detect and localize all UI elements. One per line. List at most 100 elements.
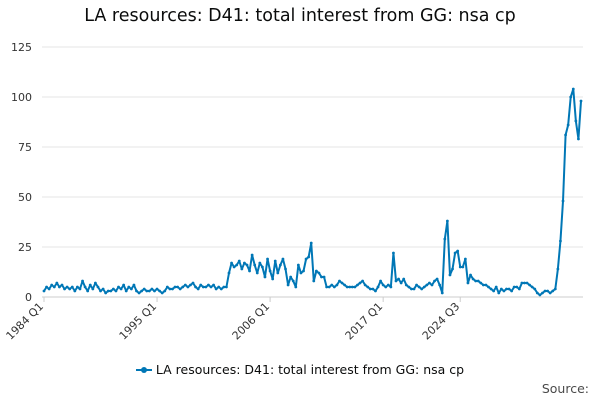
data-point [402,277,406,281]
data-point [122,283,126,287]
data-point [494,285,498,289]
data-point [127,285,131,289]
data-point [189,283,192,287]
data-point [525,281,529,285]
data-point [93,281,97,285]
series-line [43,88,582,296]
data-point [47,287,51,291]
data-point [469,273,472,277]
data-point [253,263,257,267]
data-point [76,285,79,289]
data-point [214,287,218,291]
y-tick-label: 0 [25,291,32,304]
data-point [564,133,567,137]
data-point [171,287,174,291]
data-point [153,289,156,293]
y-tick-label: 100 [11,91,32,104]
data-point [492,289,496,293]
data-point [577,137,580,141]
data-point [507,287,511,291]
data-point [374,289,377,293]
data-point [99,289,102,293]
data-point [528,283,532,287]
data-point [91,287,95,291]
data-point [104,291,108,295]
data-point [250,253,254,257]
data-point [474,279,478,283]
data-point [512,285,516,289]
data-point [435,277,439,281]
data-point [271,277,275,281]
data-point [286,283,290,287]
data-point [142,287,146,291]
data-point [147,289,151,293]
data-point [458,265,462,269]
data-point [559,239,562,243]
y-tick-label: 125 [11,41,32,54]
data-point [350,285,354,289]
data-point [332,285,336,289]
data-point [163,289,167,293]
data-point [58,285,61,289]
data-point [178,287,182,291]
data-point [397,277,400,281]
data-point [158,289,162,293]
data-point [543,289,547,293]
data-point [523,281,526,285]
data-point [453,251,457,255]
data-point [340,281,344,285]
data-point [145,289,149,293]
data-point [129,287,133,291]
data-point [361,279,364,283]
data-point [307,255,311,259]
data-point [456,249,460,253]
data-point [417,285,421,289]
gridlines [42,46,583,298]
data-point [266,257,269,261]
data-point [510,289,514,293]
y-axis: 0 25 50 75 100 125 [11,41,32,304]
data-point [407,285,411,289]
data-point [348,285,352,289]
x-tick-label: 1995 Q1 [117,300,160,343]
data-point [245,263,249,267]
data-point [330,283,334,287]
data-point [541,291,544,295]
data-point [117,285,120,289]
source-label[interactable]: Source: [541,381,589,396]
data-point [366,285,370,289]
data-point [445,219,449,223]
data-point [204,285,208,289]
data-point [320,275,323,279]
data-point [78,287,82,291]
data-point [484,283,488,287]
data-point [505,287,508,291]
legend[interactable]: LA resources: D41: total interest from G… [0,362,600,377]
data-point [199,283,203,287]
data-point [263,275,267,279]
data-point [248,269,251,273]
data-point [463,257,467,261]
data-point [268,269,272,273]
data-point [86,289,90,293]
data-point [384,285,388,289]
x-tick-label: 2024 Q3 [420,300,463,343]
data-point [237,259,241,263]
data-point [327,285,331,289]
data-point [420,287,424,291]
data-point [194,285,197,289]
data-point [165,285,169,289]
data-point [186,285,190,289]
data-point [196,287,200,291]
data-point [345,285,349,289]
data-point [65,285,69,289]
data-point [101,287,105,291]
data-point [538,293,542,297]
data-point [322,275,326,279]
data-point [481,283,485,287]
data-point [433,279,436,283]
y-tick-label: 25 [18,241,32,254]
data-point [124,289,128,293]
data-point [312,279,316,283]
